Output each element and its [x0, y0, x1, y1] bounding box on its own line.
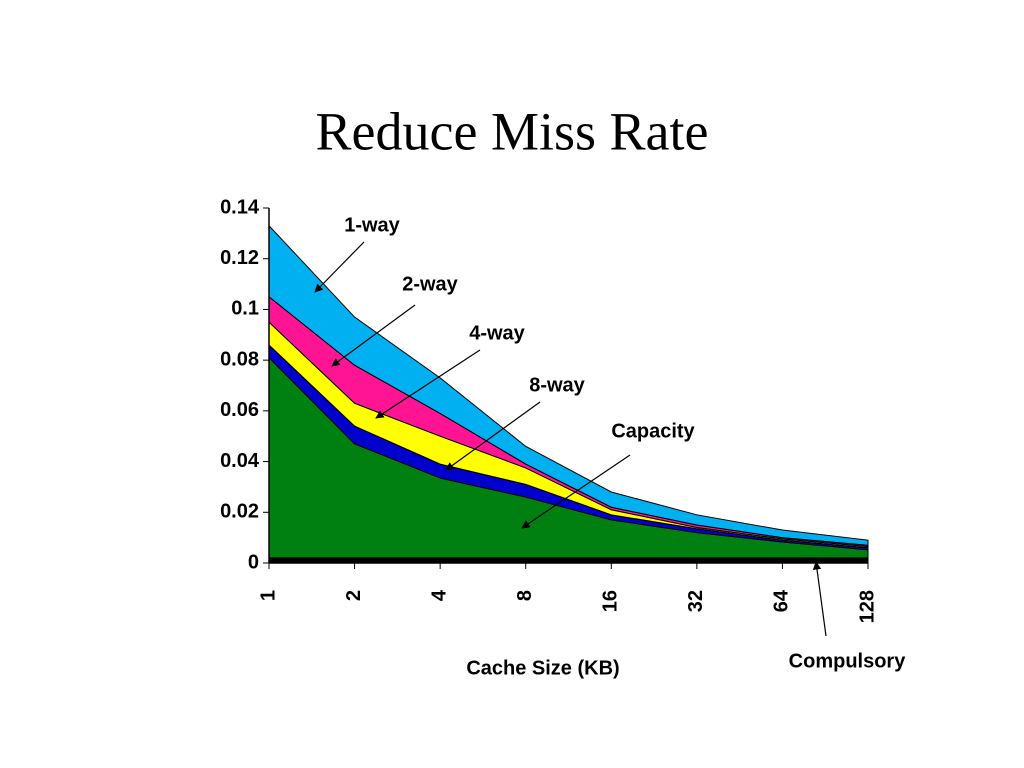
y-tick-label: 0.14 — [220, 196, 260, 218]
series-annotation: 2-way — [402, 273, 458, 295]
x-tick-label: 4 — [428, 589, 450, 601]
x-tick-label: 32 — [685, 590, 707, 612]
annotation-arrow — [314, 241, 365, 293]
series-annotation: Capacity — [611, 420, 695, 442]
x-tick-label: 16 — [600, 590, 622, 612]
x-tick-label: 8 — [514, 590, 536, 601]
x-axis-label: Cache Size (KB) — [466, 657, 619, 679]
y-tick-label: 0.1 — [231, 298, 259, 320]
x-tick-label: 128 — [856, 590, 878, 623]
y-tick-label: 0.12 — [220, 247, 259, 269]
annotation-arrow — [375, 349, 481, 419]
y-tick-label: 0.04 — [220, 450, 260, 472]
series-annotation: Compulsory — [789, 650, 907, 672]
x-tick-label: 64 — [771, 589, 793, 612]
series-annotation: 8-way — [529, 374, 585, 396]
area — [268, 557, 869, 564]
y-tick-label: 0.02 — [220, 501, 259, 523]
y-tick-label: 0.08 — [220, 348, 259, 370]
slide-title: Reduce Miss Rate — [316, 101, 709, 161]
y-tick-label: 0 — [248, 551, 259, 573]
x-tick-label: 1 — [257, 590, 279, 601]
series-annotation: 4-way — [469, 322, 525, 344]
annotation-arrow — [521, 454, 631, 529]
annotation-arrow — [445, 401, 541, 471]
area — [268, 224, 869, 546]
annotation-arrow — [331, 304, 416, 367]
x-tick-label: 2 — [343, 590, 365, 601]
series-annotation: 1-way — [344, 214, 400, 236]
y-tick-label: 0.06 — [220, 399, 259, 421]
annotation-arrow — [812, 561, 827, 637]
